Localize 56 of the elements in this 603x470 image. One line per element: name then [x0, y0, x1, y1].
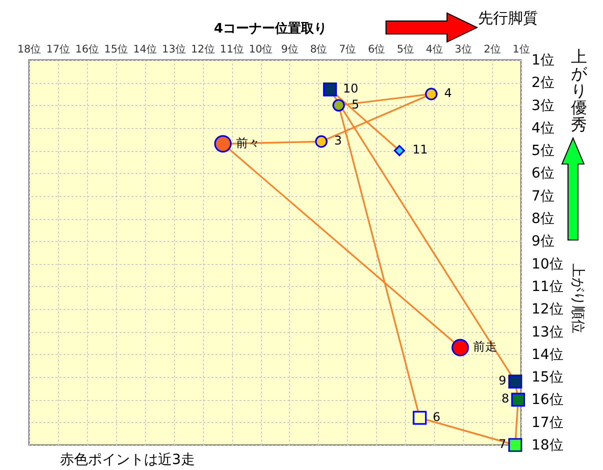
x-tick-label: 5位 — [396, 44, 415, 56]
y-tick-label: 4位 — [532, 120, 554, 136]
x-tick-label: 17位 — [46, 44, 71, 56]
x-tick-label: 18位 — [17, 44, 42, 56]
point — [315, 135, 328, 148]
y-axis-title: 上がり順位 — [570, 264, 586, 334]
y-tick-label: 6位 — [532, 166, 554, 182]
y-tick-label: 11位 — [532, 278, 564, 295]
x-axis-title: 4コーナー位置取り — [214, 22, 328, 36]
y-tick-label: 9位 — [532, 234, 554, 250]
y-tick-label: 12位 — [532, 302, 564, 318]
y-tick-label: 17位 — [532, 414, 564, 431]
y-tick-label: 15位 — [532, 370, 564, 386]
x-tick-label: 13位 — [162, 44, 186, 56]
point — [332, 99, 345, 112]
y-tick-label: 8位 — [532, 211, 554, 228]
point — [323, 82, 337, 96]
annotation: 4 — [444, 86, 452, 100]
annotation: 10 — [342, 81, 358, 96]
x-tick-label: 14位 — [133, 44, 158, 56]
point — [412, 410, 427, 425]
annotation: 8 — [501, 392, 510, 406]
y-tick-label: 3位 — [532, 98, 554, 114]
x-tick-label: 8位 — [310, 44, 328, 56]
y-tick-label: 7位 — [532, 188, 554, 204]
y-tick-label: 13位 — [532, 324, 564, 340]
annotation: 3 — [334, 134, 342, 148]
x-tick-label: 3位 — [454, 44, 472, 56]
text: 先行脚質 — [478, 9, 538, 28]
y-tick-label: 16位 — [532, 392, 564, 408]
point — [508, 438, 522, 452]
point — [508, 374, 522, 389]
x-tick-label: 2位 — [484, 44, 502, 56]
x-tick-label: 12位 — [190, 44, 216, 56]
point — [394, 145, 405, 156]
text: 上がり優秀 — [570, 47, 588, 134]
y-tick-label: 18位 — [532, 438, 564, 454]
y-tick-label: 10位 — [532, 256, 564, 272]
x-tick-label: 16位 — [75, 44, 100, 56]
x-tick-label: 11位 — [220, 44, 244, 56]
y-tick-label: 14位 — [532, 346, 564, 363]
y-tick-label: 5位 — [532, 143, 554, 160]
x-tick-label: 15位 — [104, 44, 129, 56]
x-tick-label: 4位 — [426, 44, 444, 56]
x-tick-label: 10位 — [248, 44, 274, 56]
point — [425, 88, 438, 100]
annotation: 9 — [498, 374, 506, 388]
point — [511, 392, 526, 407]
y-tick-label: 2位 — [532, 75, 554, 92]
x-tick-label: 7位 — [339, 44, 357, 56]
x-tick-label: 9位 — [281, 44, 299, 56]
annotation: 6 — [432, 410, 440, 424]
x-tick-label: 1位 — [512, 44, 530, 56]
x-tick-label: 6位 — [368, 44, 386, 56]
annotation: 11 — [412, 142, 428, 157]
text: 赤色ポイントは近3走 — [60, 451, 195, 469]
